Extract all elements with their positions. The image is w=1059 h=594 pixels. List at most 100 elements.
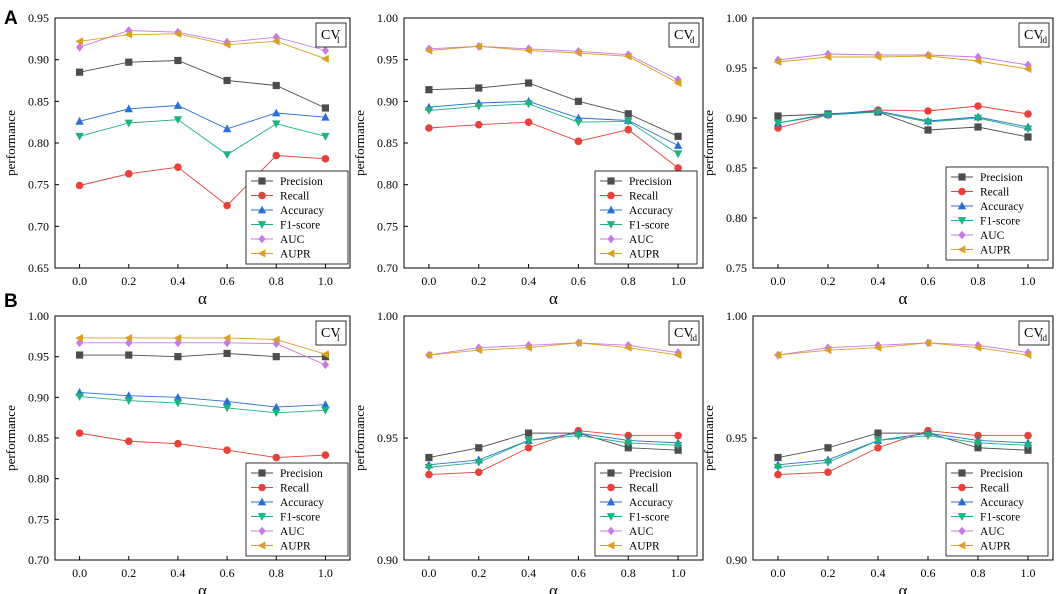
data-point-aupr <box>271 335 280 344</box>
legend-label-accuracy: Accuracy <box>629 497 673 509</box>
data-point-f1-score <box>773 119 783 128</box>
cv-label-box <box>1018 320 1050 346</box>
data-point-recall <box>124 437 133 446</box>
data-point-recall <box>624 125 633 134</box>
legend-marker-recall <box>958 483 966 492</box>
data-point-f1-score <box>272 120 281 129</box>
data-point-recall <box>524 443 533 452</box>
data-point-aupr <box>524 46 532 55</box>
data-point-recall <box>1024 431 1032 440</box>
data-point-recall <box>974 102 982 110</box>
x-tick-label: 0.6 <box>571 566 586 580</box>
y-tick-label: 0.95 <box>726 61 747 75</box>
x-tick-label: 0.4 <box>871 274 886 288</box>
cv-label-subscript: l <box>337 333 340 343</box>
data-point-recall <box>974 431 982 440</box>
legend-label-aupr: AUPR <box>280 541 311 553</box>
data-point-precision <box>574 97 583 105</box>
legend-label-recall: Recall <box>280 483 309 495</box>
series-line-aupr <box>79 337 326 355</box>
legend-label-precision: Precision <box>629 176 672 188</box>
data-point-aupr <box>823 346 832 355</box>
data-point-recall <box>874 443 882 452</box>
data-point-precision <box>174 353 182 361</box>
legend-marker-aupr <box>257 541 266 550</box>
legend-label-aupr: AUPR <box>980 245 1011 257</box>
x-tick-label: 1.0 <box>671 274 686 288</box>
x-tick-label: 0.8 <box>971 566 986 580</box>
y-tick-label: 0.95 <box>28 350 49 364</box>
y-axis-title: performance <box>3 110 18 176</box>
y-tick-label: 0.65 <box>28 261 49 275</box>
data-point-f1-score <box>173 399 183 408</box>
x-tick-label: 0.8 <box>971 274 986 288</box>
x-tick-label: 0.0 <box>72 566 87 580</box>
y-tick-label: 0.90 <box>28 390 49 404</box>
y-tick-label: 0.75 <box>28 512 49 526</box>
y-tick-label: 0.80 <box>726 211 747 225</box>
cv-label: CV <box>321 326 340 341</box>
x-tick-label: 0.6 <box>571 274 586 288</box>
data-point-precision <box>974 444 982 452</box>
cv-label-box <box>1018 22 1050 48</box>
data-point-f1-score <box>1023 125 1033 134</box>
legend-box <box>945 462 1049 557</box>
charts-container: 0.65 0.70 0.75 0.80 0.85 0.90 0.95 0.0 0.2 0.4 0.6… <box>3 11 1054 594</box>
data-point-f1-score <box>873 437 883 445</box>
data-point-recall <box>425 470 433 479</box>
y-axis-title: performance <box>352 110 367 176</box>
legend-marker-aupr <box>606 541 615 550</box>
x-tick-label: 0.0 <box>771 274 786 288</box>
cv-label: CV <box>674 326 693 341</box>
legend-marker-precision <box>607 177 615 185</box>
x-tick-label: 0.8 <box>621 566 636 580</box>
series-line-recall <box>777 105 1029 129</box>
y-tick-label: 0.90 <box>377 553 398 567</box>
series-line-recall <box>79 155 326 207</box>
series-line-accuracy <box>79 105 326 130</box>
x-tick-label: 0.4 <box>521 566 536 580</box>
x-tick-label: 0.8 <box>269 274 284 288</box>
legend-label-f1-score: F1-score <box>629 512 669 524</box>
series-line-aupr <box>777 342 1029 356</box>
legend-marker-accuracy <box>606 497 616 506</box>
y-tick-label: 1.00 <box>28 309 49 323</box>
legend-box <box>594 170 698 265</box>
series-line-recall <box>777 430 1028 476</box>
cv-label: CV <box>674 28 693 43</box>
cv-label-box <box>315 320 347 346</box>
legend-box <box>245 170 349 265</box>
data-point-aupr <box>75 333 83 342</box>
data-point-f1-score <box>222 151 232 160</box>
data-point-precision <box>824 444 832 452</box>
data-point-aupr <box>923 52 932 60</box>
legend-label-accuracy: Accuracy <box>280 497 324 509</box>
data-point-aupr <box>574 49 582 57</box>
legend-marker-accuracy <box>957 497 967 506</box>
y-tick-label: 0.75 <box>726 261 747 275</box>
data-point-accuracy <box>173 392 183 401</box>
series-line-precision <box>428 432 679 458</box>
data-point-f1-score <box>923 118 933 127</box>
data-point-aupr <box>673 351 682 360</box>
y-tick-label: 0.85 <box>726 161 747 175</box>
data-point-f1-score <box>524 100 533 109</box>
series-line-accuracy <box>777 432 1029 466</box>
series-line-aupr <box>428 342 679 356</box>
series-line-recall <box>79 432 326 458</box>
legend-box <box>945 166 1049 261</box>
data-point-recall <box>223 201 231 210</box>
data-point-accuracy <box>173 101 183 109</box>
legend: Precision Recall Accuracy F1-score AUC AUPR <box>245 462 349 557</box>
legend-label-f1-score: F1-score <box>980 512 1020 524</box>
legend-label-f1-score: F1-score <box>629 220 669 232</box>
data-point-auc <box>75 42 84 52</box>
series-line-auc <box>777 53 1029 66</box>
y-tick-label: 0.80 <box>28 472 49 486</box>
y-tick-label: 0.70 <box>377 261 398 275</box>
y-tick-label: 0.90 <box>726 111 747 125</box>
y-tick-label: 0.95 <box>377 431 398 445</box>
legend-marker-f1-score <box>606 221 616 229</box>
data-point-auc <box>1024 348 1032 357</box>
legend-label-f1-score: F1-score <box>980 216 1020 228</box>
